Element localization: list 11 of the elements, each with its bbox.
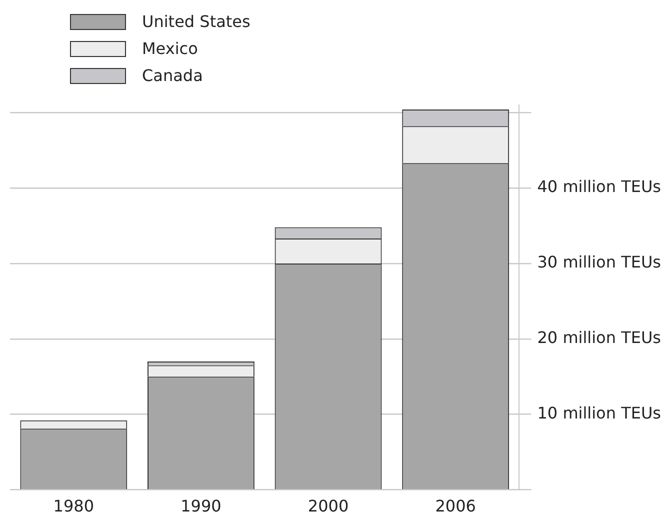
x-tick-label: 1980 [53,496,94,516]
y-tick-label: 30 million TEUs [537,252,662,272]
y-tick-label: 40 million TEUs [537,177,662,196]
legend-label: United States [142,12,250,31]
x-tick-label: 1990 [180,496,222,516]
y-tick-label: 10 million TEUs [537,404,662,423]
x-tick-label: 2006 [435,496,476,516]
y-tick-label: 20 million TEUs [537,328,662,348]
legend-label: Mexico [142,39,198,58]
legend-label: Canada [142,66,203,85]
x-tick-label: 2000 [308,496,349,516]
